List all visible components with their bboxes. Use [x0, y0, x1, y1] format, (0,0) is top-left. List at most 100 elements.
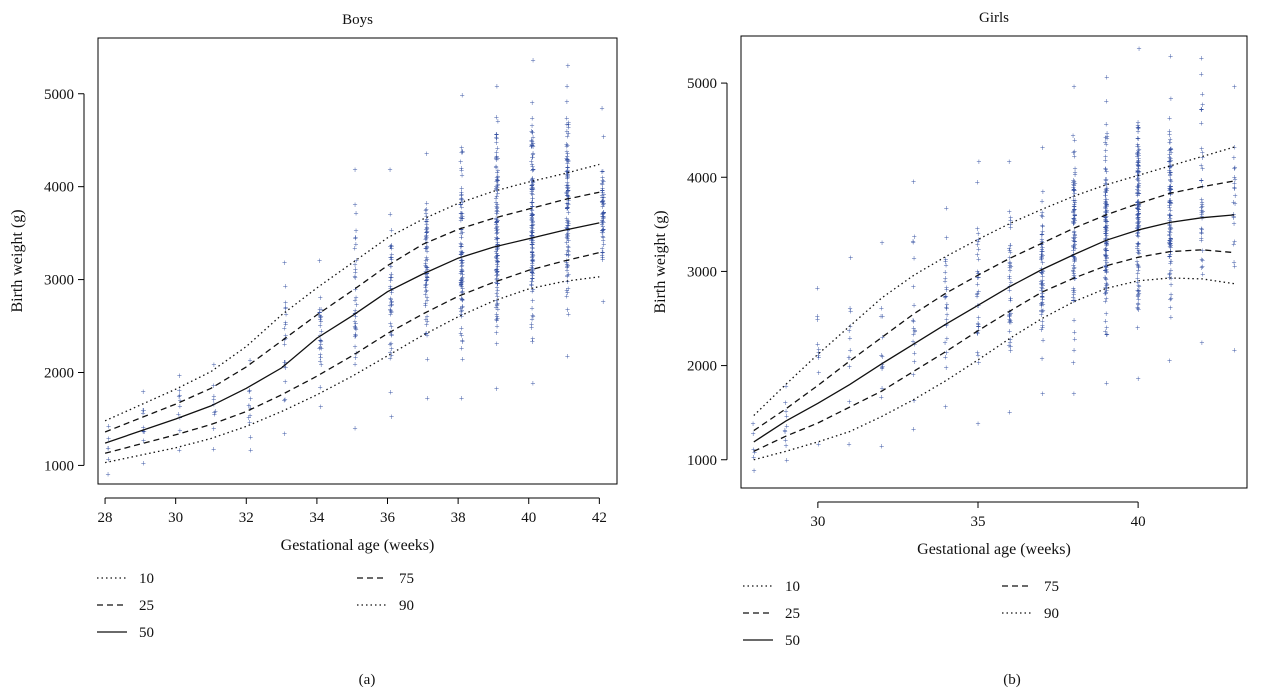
data-point: +: [460, 302, 465, 312]
data-point: +: [565, 259, 570, 269]
data-point: +: [911, 237, 916, 247]
data-point: +: [1039, 279, 1044, 289]
data-point: +: [529, 210, 534, 220]
data-point: +: [1104, 224, 1109, 234]
data-point: +: [459, 267, 464, 277]
data-point: +: [1039, 239, 1044, 249]
data-point: +: [1104, 132, 1109, 142]
legend-label-10: 10: [139, 571, 154, 587]
data-point: +: [976, 229, 981, 239]
data-point: +: [1136, 189, 1141, 199]
data-point: +: [944, 285, 949, 295]
data-point: +: [1039, 243, 1044, 253]
data-point: +: [530, 128, 535, 138]
data-point: +: [1167, 137, 1172, 147]
data-point: +: [1104, 119, 1109, 129]
data-point: +: [783, 441, 788, 451]
data-point: +: [459, 163, 464, 173]
data-point: +: [1071, 296, 1076, 306]
data-point: +: [459, 232, 464, 242]
data-point: +: [912, 326, 917, 336]
data-point: +: [1071, 186, 1076, 196]
legend-label-75: 75: [1044, 579, 1059, 595]
data-point: +: [459, 274, 464, 284]
data-point: +: [495, 144, 500, 154]
data-point: +: [389, 297, 394, 307]
data-point: +: [1104, 216, 1109, 226]
data-point: +: [1103, 251, 1108, 261]
data-point: +: [1071, 296, 1076, 306]
data-point: +: [1040, 284, 1045, 294]
data-point: +: [424, 149, 429, 159]
data-point: +: [1135, 182, 1140, 192]
data-point: +: [1072, 205, 1077, 215]
data-point: +: [1072, 255, 1077, 265]
data-point: +: [1135, 239, 1140, 249]
data-point: +: [283, 302, 288, 312]
data-point: +: [1135, 229, 1140, 239]
data-point: +: [816, 348, 821, 358]
data-point: +: [1071, 241, 1076, 251]
data-point: +: [1104, 217, 1109, 227]
data-point: +: [1167, 130, 1172, 140]
data-point: +: [1008, 342, 1013, 352]
data-point: +: [389, 241, 394, 251]
data-point: +: [1168, 198, 1173, 208]
data-point: +: [142, 427, 147, 437]
data-point: +: [1071, 358, 1076, 368]
data-point: +: [1104, 134, 1109, 144]
data-point: +: [564, 258, 569, 268]
data-point: +: [460, 256, 465, 266]
data-point: +: [1039, 245, 1044, 255]
data-point: +: [530, 228, 535, 238]
data-point: +: [816, 353, 821, 363]
data-point: +: [1104, 265, 1109, 275]
data-point: +: [317, 308, 322, 318]
data-point: +: [1231, 212, 1236, 222]
data-point: +: [1071, 208, 1076, 218]
data-point: +: [1071, 267, 1076, 277]
data-point: +: [1103, 227, 1108, 237]
data-point: +: [1103, 252, 1108, 262]
data-point: +: [1136, 206, 1141, 216]
data-point: +: [1039, 283, 1044, 293]
data-point: +: [784, 407, 789, 417]
data-point: +: [423, 298, 428, 308]
data-point: +: [459, 148, 464, 158]
data-point: +: [1135, 303, 1140, 313]
data-point: +: [976, 358, 981, 368]
data-point: +: [529, 236, 534, 246]
data-point: +: [1167, 269, 1172, 279]
data-point: +: [1135, 171, 1140, 181]
chart-panel-boys: Boys++++++++++++++++++++++++++++++++++++…: [9, 12, 618, 688]
data-point: +: [975, 240, 980, 250]
data-point: +: [495, 251, 500, 261]
data-point: +: [459, 267, 464, 277]
data-point: +: [494, 217, 499, 227]
legend-label-10: 10: [785, 579, 800, 595]
data-point: +: [353, 226, 358, 236]
data-point: +: [848, 303, 853, 313]
data-point: +: [494, 204, 499, 214]
data-point: +: [1136, 157, 1141, 167]
data-point: +: [564, 199, 569, 209]
data-point: +: [494, 273, 499, 283]
data-point: +: [1136, 262, 1141, 272]
data-point: +: [1104, 231, 1109, 241]
subfigure-label: (b): [1003, 672, 1021, 688]
data-point: +: [1072, 237, 1077, 247]
data-point: +: [424, 199, 429, 209]
data-point: +: [424, 280, 429, 290]
data-point: +: [494, 209, 499, 219]
data-point: +: [459, 242, 464, 252]
data-point: +: [529, 209, 534, 219]
data-point: +: [529, 137, 534, 147]
data-point: +: [1168, 171, 1173, 181]
data-point: +: [529, 198, 534, 208]
data-point: +: [424, 279, 429, 289]
scatter-points: ++++++++++++++++++++++++++++++++++++++++…: [750, 44, 1237, 476]
data-point: +: [529, 215, 534, 225]
data-point: +: [600, 222, 605, 232]
data-point: +: [1135, 148, 1140, 158]
